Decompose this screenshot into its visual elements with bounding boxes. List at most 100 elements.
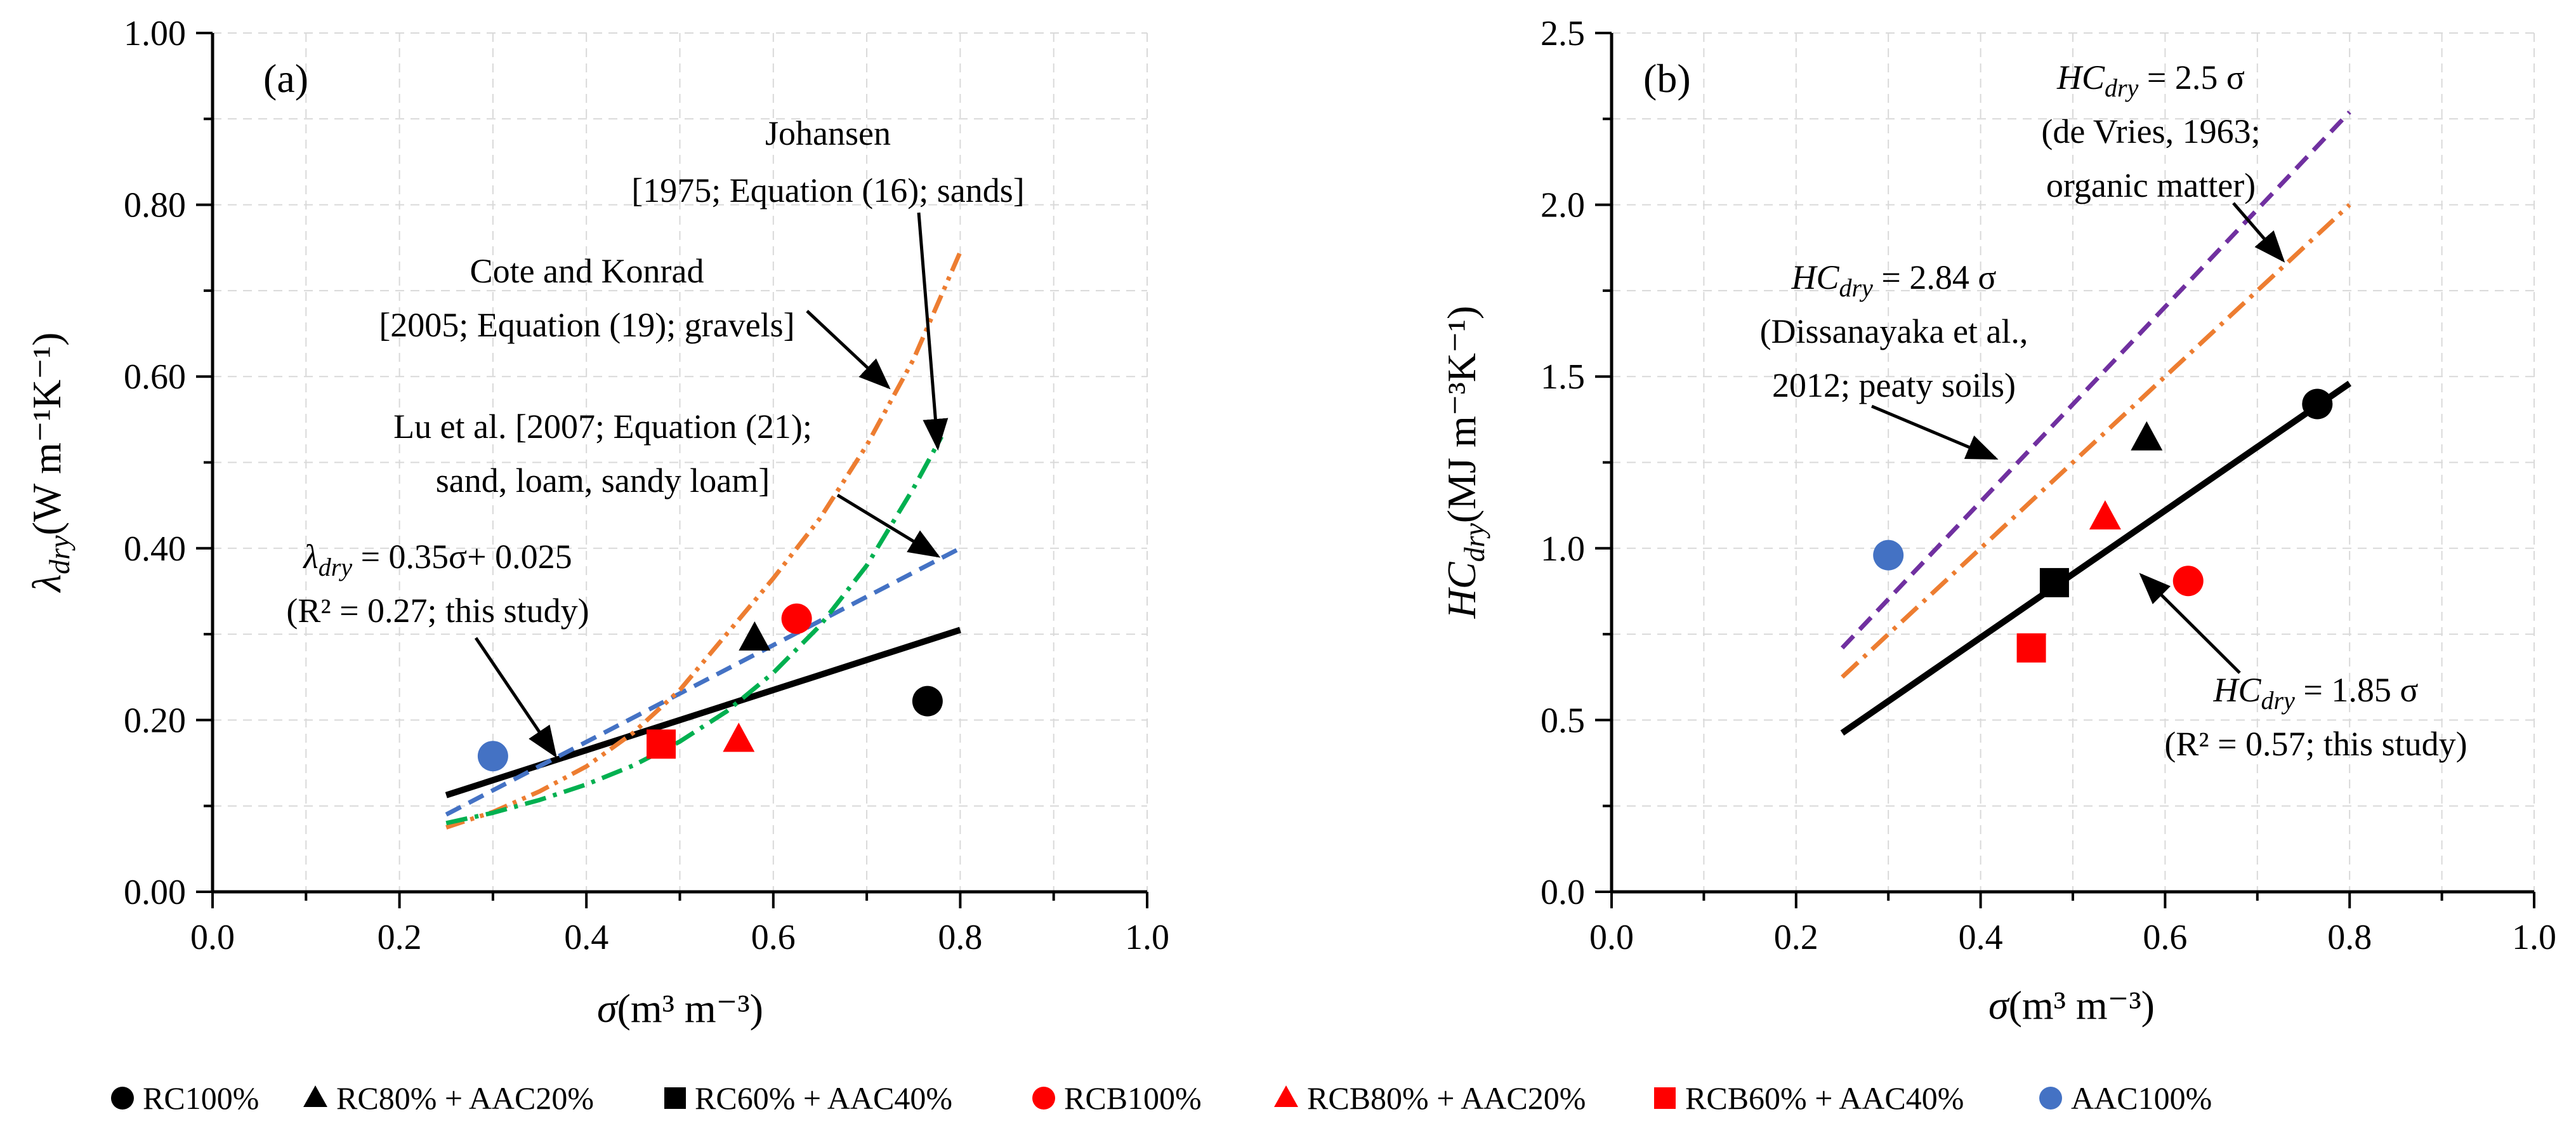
panel-b-x-axis-symbol: σ (1988, 983, 2010, 1028)
annotation-this-study-a-eq: λdry = 0.35σ+ 0.025 (302, 538, 572, 581)
panel-a-arrows (474, 212, 949, 759)
legend-label-rcb60: RCB60% + AAC40% (1685, 1080, 1964, 1116)
b-y-tick-label: 2.5 (1541, 14, 1585, 53)
annotation-this-study-a-r2: (R² = 0.27; this study) (286, 592, 589, 630)
annotation-lu-line2: sand, loam, sandy loam] (436, 461, 770, 500)
a-x-tick-label: 1.0 (1125, 918, 1169, 957)
a-point-rcb100 (781, 603, 812, 634)
b-x-tick-label: 0.8 (2327, 918, 2372, 957)
panel-a-label: (a) (263, 56, 308, 101)
annotation-this-study-a: λdry = 0.35σ+ 0.025 (R² = 0.27; this stu… (286, 538, 589, 630)
b-x-tick-label: 0.4 (1959, 918, 2003, 957)
arrow-cote-konrad (806, 310, 891, 390)
legend-item-rc80: RC80% + AAC20% (303, 1080, 594, 1116)
legend-label-aac100: AAC100% (2071, 1080, 2212, 1116)
legend-item-rcb100: RCB100% (1032, 1080, 1202, 1116)
legend-item-rc100: RC100% (111, 1080, 259, 1116)
b-point-rc100 (2302, 388, 2333, 420)
b-y-tick-label: 2.0 (1541, 186, 1585, 225)
legend-marker-rcb100 (1032, 1087, 1055, 1110)
a-point-rc80-aac20 (739, 621, 771, 651)
annotation-this-study-a-sub: dry (319, 553, 353, 581)
b-x-tick-label: 1.0 (2512, 918, 2556, 957)
arrow-johansen (917, 212, 949, 451)
legend-marker-rc100 (111, 1087, 134, 1110)
b-x-tick-label: 0.2 (1774, 918, 1818, 957)
panel-b-tick-labels: 0.0 0.2 0.4 0.6 0.8 1.0 0.0 0.5 1.0 1.5 2.0 2.5 (1541, 14, 2556, 957)
a-y-tick-label: 0.20 (124, 701, 186, 740)
legend-label-rc80: RC80% + AAC20% (336, 1080, 594, 1116)
annotation-dissanayaka-line2: (Dissanayaka et al., (1760, 312, 2028, 350)
panel-a-chart: 0.0 0.2 0.4 0.6 0.8 1.0 0.00 0.20 0.40 0.60 0.80 1.… (24, 14, 1169, 1031)
panel-a-x-axis-label: σ(m³ m⁻³) (597, 986, 763, 1031)
panel-b-y-axis-label: HCdry(MJ m⁻³K⁻¹) (1439, 306, 1490, 620)
b-y-tick-label: 0.5 (1541, 701, 1585, 740)
annotation-de-vries-eq: HCdry = 2.5 σ (2056, 58, 2245, 102)
panel-b-label: (b) (1643, 56, 1691, 101)
a-line-lu-et-al (445, 546, 962, 817)
annotation-dissanayaka-sub: dry (1839, 274, 1874, 302)
a-line-johansen (445, 435, 944, 826)
a-point-aac100 (477, 741, 508, 772)
a-point-rcb60-aac40 (647, 729, 676, 759)
annotation-cote-konrad-line2: [2005; Equation (19); gravels] (379, 306, 794, 344)
b-line-this-study (1840, 380, 2352, 736)
annotation-lu: Lu et al. [2007; Equation (21); sand, lo… (393, 408, 812, 500)
arrow-de-vries (2232, 202, 2285, 263)
annotation-this-study-a-symbol: λ (302, 538, 318, 576)
panel-b-x-axis-units: (m³ m⁻³) (2009, 983, 2155, 1028)
annotation-cote-konrad-line1: Cote and Konrad (470, 252, 704, 290)
panel-b-fit-lines (1840, 110, 2352, 736)
b-line-de-vries (1841, 203, 2351, 679)
b-point-rcb100 (2172, 566, 2204, 597)
b-y-tick-label: 1.5 (1541, 357, 1585, 397)
b-x-tick-label: 0.0 (1589, 918, 1634, 957)
annotation-this-study-b-eq: HCdry = 1.85 σ (2213, 671, 2419, 715)
a-point-rcb80-aac20 (723, 722, 755, 752)
a-y-tick-label: 1.00 (124, 14, 186, 53)
b-line-dissanayaka-et-al (1840, 110, 2351, 650)
arrow-dissanayaka (1871, 404, 1999, 460)
legend-label-rc100: RC100% (143, 1080, 259, 1116)
legend-marker-rc80 (303, 1085, 327, 1107)
a-y-tick-label: 0.00 (124, 873, 186, 912)
panel-b-arrows (1871, 202, 2285, 674)
a-x-tick-label: 0.4 (564, 918, 608, 957)
a-x-tick-label: 0.6 (751, 918, 796, 957)
panel-b-x-axis-label: σ(m³ m⁻³) (1988, 983, 2155, 1028)
panel-a-x-axis-symbol: σ (597, 986, 619, 1031)
panel-b-y-axis-units: (MJ m⁻³K⁻¹) (1439, 306, 1484, 523)
annotation-this-study-b: HCdry = 1.85 σ (R² = 0.57; this study) (2164, 671, 2467, 763)
panel-a-axes (196, 32, 1148, 908)
legend-marker-rcb80 (1274, 1085, 1298, 1107)
annotation-johansen-line1: Johansen (765, 114, 891, 152)
legend-item-rcb60: RCB60% + AAC40% (1654, 1080, 1964, 1116)
panel-a-x-axis-units: (m³ m⁻³) (617, 986, 763, 1031)
a-line-this-study (445, 626, 961, 799)
legend-marker-aac100 (2039, 1087, 2062, 1110)
a-y-tick-label: 0.40 (124, 529, 186, 569)
panel-b-grid (1612, 32, 2535, 892)
a-x-tick-label: 0.8 (938, 918, 982, 957)
a-x-tick-label: 0.2 (378, 918, 422, 957)
legend-marker-rcb60 (1654, 1087, 1676, 1109)
annotation-dissanayaka-eq: HCdry = 2.84 σ (1791, 258, 1997, 302)
b-point-rcb60-aac40 (2016, 633, 2046, 663)
annotation-dissanayaka-symbol: HC (1791, 258, 1840, 296)
b-point-rc60-aac40 (2039, 567, 2069, 597)
annotation-de-vries-line2: (de Vries, 1963; (2041, 112, 2260, 150)
annotation-dissanayaka-line3: 2012; peaty soils) (1772, 366, 2016, 404)
annotation-de-vries-symbol: HC (2056, 58, 2105, 96)
arrow-this-study-a (474, 637, 557, 759)
panel-b-data-points (1873, 388, 2333, 663)
arrow-this-study-b (2139, 573, 2241, 674)
b-x-tick-label: 0.6 (2143, 918, 2187, 957)
panel-a-y-axis-symbol: λ (24, 574, 69, 593)
legend-label-rc60: RC60% + AAC40% (695, 1080, 952, 1116)
legend-label-rcb100: RCB100% (1064, 1080, 1202, 1116)
annotation-de-vries: HCdry = 2.5 σ (de Vries, 1963; organic m… (2041, 58, 2260, 204)
annotation-this-study-b-formula: = 1.85 σ (2295, 671, 2419, 709)
a-point-rc100 (912, 686, 943, 717)
legend-item-aac100: AAC100% (2039, 1080, 2212, 1116)
